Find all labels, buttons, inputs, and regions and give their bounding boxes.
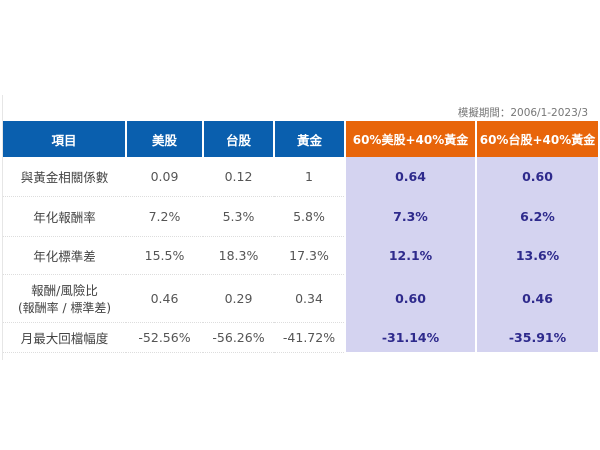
row-label: 與黃金相關係數 [3,157,126,197]
table-cell: 15.5% [126,236,203,275]
table-cell: 0.46 [126,274,203,323]
table-row: 月最大回檔幅度 -52.56% -56.26% -41.72% -31.14% -35.9… [3,322,598,353]
table-cell: 13.6% [475,236,598,274]
table-cell: 0.60 [475,157,598,196]
table-cell: -31.14% [344,322,476,352]
row-label: 報酬/風險比 (報酬率 / 標準差) [3,274,126,323]
header-tw-gold-mix: 60%台股+40%黃金 [475,121,598,157]
table-cell: -35.91% [475,322,598,352]
row-label: 年化標準差 [3,236,126,275]
table-row: 報酬/風險比 (報酬率 / 標準差) 0.46 0.29 0.34 0.60 0.46 [3,274,598,323]
row-label-text: 與黃金相關係數 [20,169,109,185]
table-cell: -41.72% [274,322,345,353]
table-cell: 7.2% [126,196,203,237]
table-cell: 0.64 [344,157,476,196]
table-cell: 0.12 [203,157,274,197]
header-tw-stocks: 台股 [202,121,274,157]
table-cell: 1 [274,157,345,197]
header-us-stocks: 美股 [125,121,203,157]
table-cell: 18.3% [203,236,274,275]
simulation-period-note: 模擬期間：2006/1-2023/3 [457,107,588,119]
row-label-text: 年化標準差 [33,248,96,264]
row-label-text: 報酬/風險比 [31,283,98,298]
table-cell: 5.3% [203,196,274,237]
table-cell: -56.26% [203,322,274,353]
header-item: 項目 [3,121,126,157]
table-cell: 0.34 [274,274,345,323]
row-label: 年化報酬率 [3,196,126,237]
table-cell: 5.8% [274,196,345,237]
table-cell: 0.29 [203,274,274,323]
row-sublabel: (報酬率 / 標準差) [17,301,112,315]
table-row: 與黃金相關係數 0.09 0.12 1 0.64 0.60 [3,157,598,197]
header-us-gold-mix: 60%美股+40%黃金 [344,121,476,157]
row-label-text: 月最大回檔幅度 [20,330,109,346]
row-label: 月最大回檔幅度 [3,322,126,353]
row-label-text: 年化報酬率 [33,209,96,225]
table-cell: -52.56% [126,322,203,353]
table-cell: 17.3% [274,236,345,275]
header-gold: 黃金 [273,121,345,157]
header-row: 項目 美股 台股 黃金 60%美股+40%黃金 60%台股+40%黃金 [3,121,598,157]
table-cell: 0.09 [126,157,203,197]
table-cell: 0.60 [344,274,476,322]
left-border [2,95,3,360]
table-cell: 0.46 [475,274,598,322]
comparison-table: 項目 美股 台股 黃金 60%美股+40%黃金 60%台股+40%黃金 與黃金相… [3,121,598,353]
table-row: 年化報酬率 7.2% 5.3% 5.8% 7.3% 6.2% [3,196,598,237]
table-cell: 7.3% [344,196,476,236]
table-row: 年化標準差 15.5% 18.3% 17.3% 12.1% 13.6% [3,236,598,275]
table-cell: 6.2% [475,196,598,236]
table-cell: 12.1% [344,236,476,274]
